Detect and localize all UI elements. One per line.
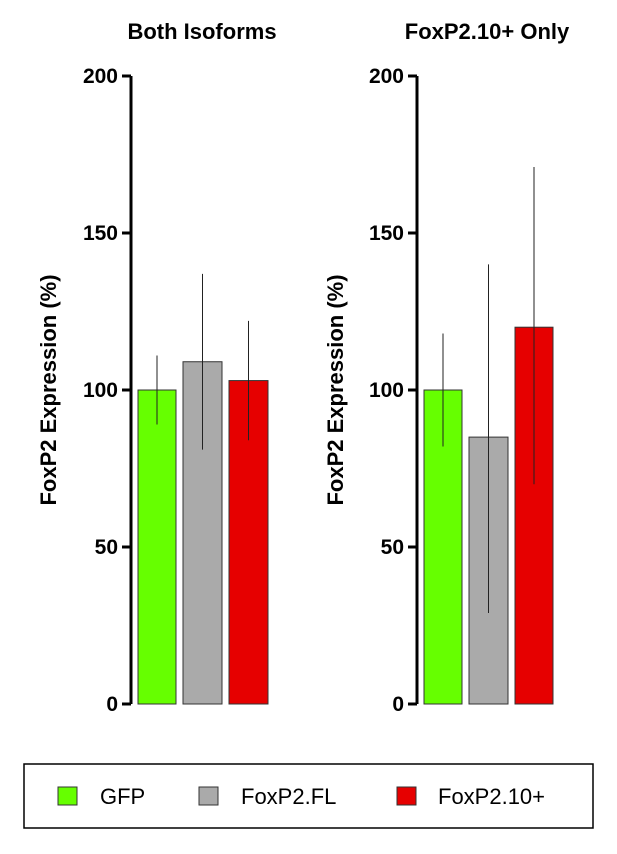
legend-label: FoxP2.10+ — [438, 784, 545, 809]
y-tick-label: 100 — [83, 379, 118, 402]
y-tick-label: 50 — [95, 536, 118, 559]
y-axis-label: FoxP2 Expression (%) — [323, 274, 348, 505]
panel-title: FoxP2.10+ Only — [405, 19, 570, 44]
y-tick-label: 0 — [106, 693, 118, 716]
y-tick-label: 100 — [369, 379, 404, 402]
y-tick-label: 200 — [369, 65, 404, 88]
y-axis-label: FoxP2 Expression (%) — [36, 274, 61, 505]
panel-both-isoforms: Both Isoforms FoxP2 Expression (%) 0 50 10… — [36, 19, 277, 716]
y-tick-label: 150 — [83, 222, 118, 245]
legend-swatch — [198, 786, 219, 806]
legend-label: FoxP2.FL — [241, 784, 336, 809]
legend: GFP FoxP2.FL FoxP2.10+ — [23, 763, 594, 829]
legend-box — [23, 763, 594, 829]
y-tick-label: 50 — [381, 536, 404, 559]
legend-label: GFP — [100, 784, 145, 809]
legend-swatch — [396, 786, 417, 806]
bar-gfp — [137, 389, 177, 705]
y-tick-label: 0 — [392, 693, 404, 716]
y-tick-label: 200 — [83, 65, 118, 88]
panel-title: Both Isoforms — [127, 19, 276, 44]
y-tick-label: 150 — [369, 222, 404, 245]
legend-swatch — [57, 786, 78, 806]
panel-foxp2-10-only: FoxP2.10+ Only FoxP2 Expression (%) 0 50 1… — [323, 19, 570, 716]
